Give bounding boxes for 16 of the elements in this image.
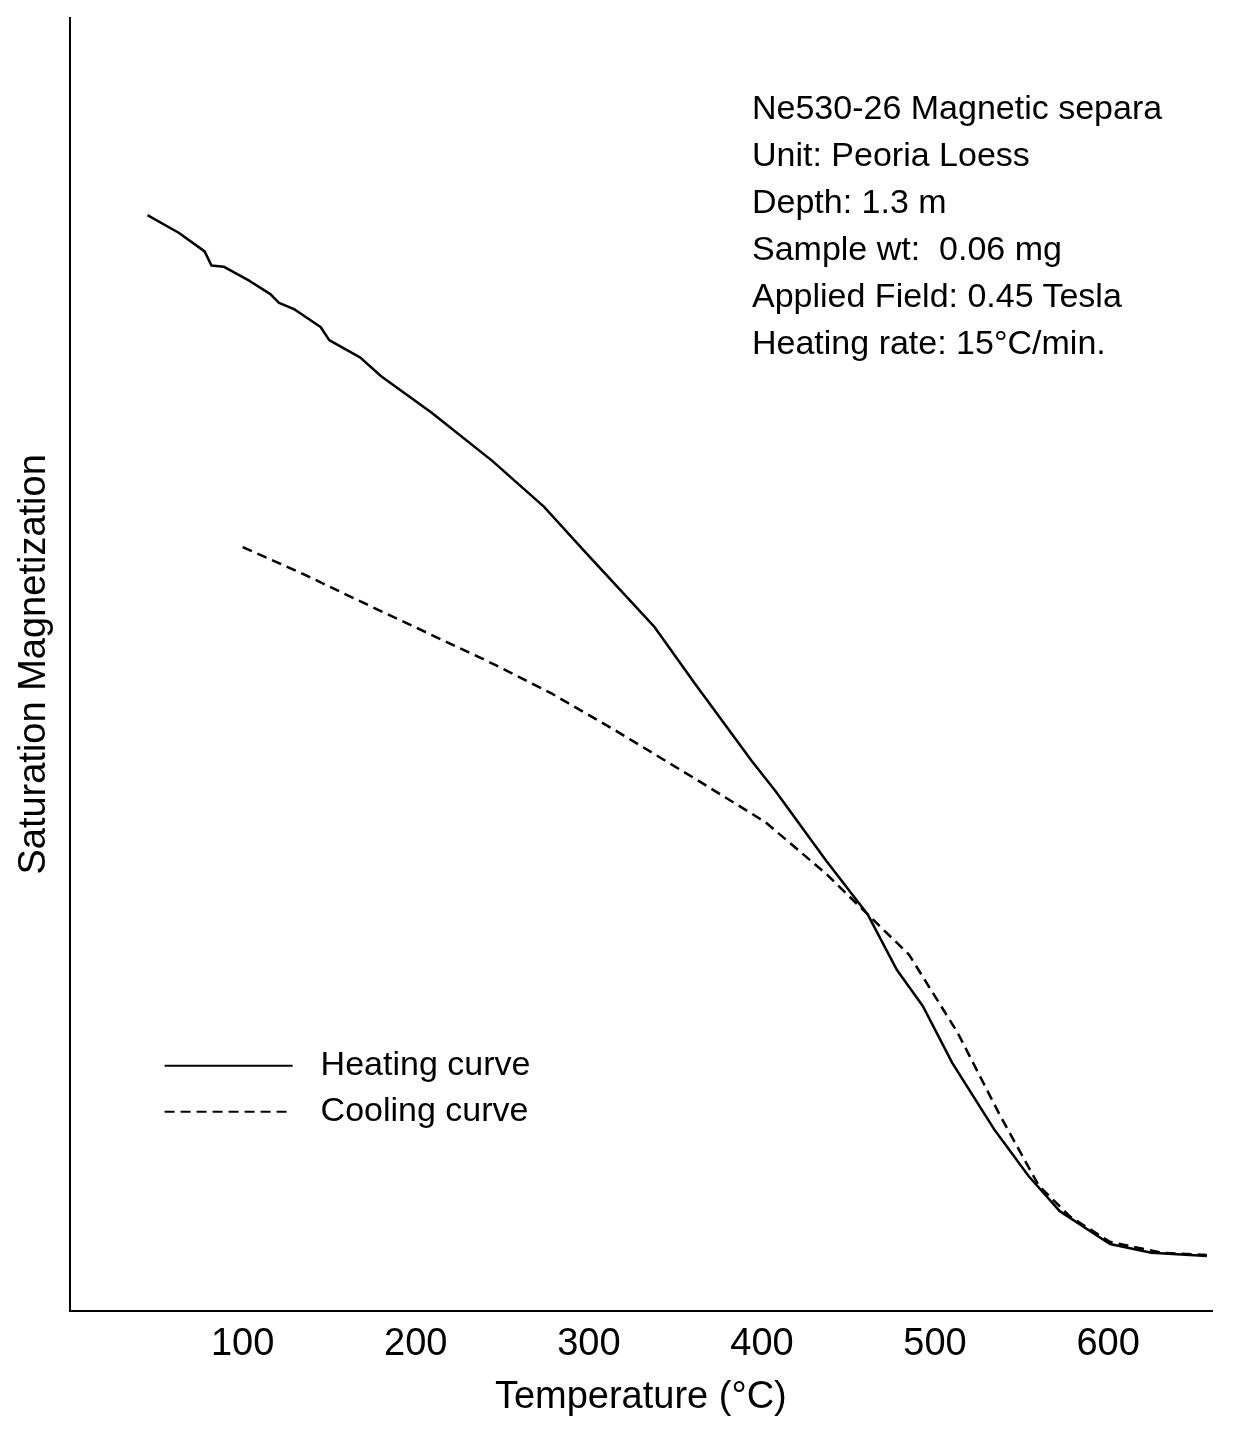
annotation: Heating rate: 15°C/min. [752,323,1106,362]
x-tick-label: 200 [384,1321,448,1364]
annotation: Applied Field: 0.45 Tesla [752,276,1122,315]
x-tick-label: 500 [903,1321,967,1364]
annotation: Sample wt: 0.06 mg [752,229,1062,268]
text: Unit: Peoria Loess [752,135,1030,174]
x-tick-label: 100 [210,1321,275,1364]
x-axis-title: Temperature (°C) [494,1373,787,1416]
annotation: Depth: 1.3 m [752,182,947,221]
text: Ne530-26 Magnetic separa [752,88,1163,127]
legend-label: Heating curve [320,1044,531,1083]
x-tick-label: 400 [730,1321,794,1364]
legend-label: Cooling curve [320,1090,529,1129]
x-tick-label: 300 [557,1321,621,1364]
x-tick-label: 600 [1076,1321,1140,1364]
y-axis-title: Saturation Magnetization [11,454,54,875]
